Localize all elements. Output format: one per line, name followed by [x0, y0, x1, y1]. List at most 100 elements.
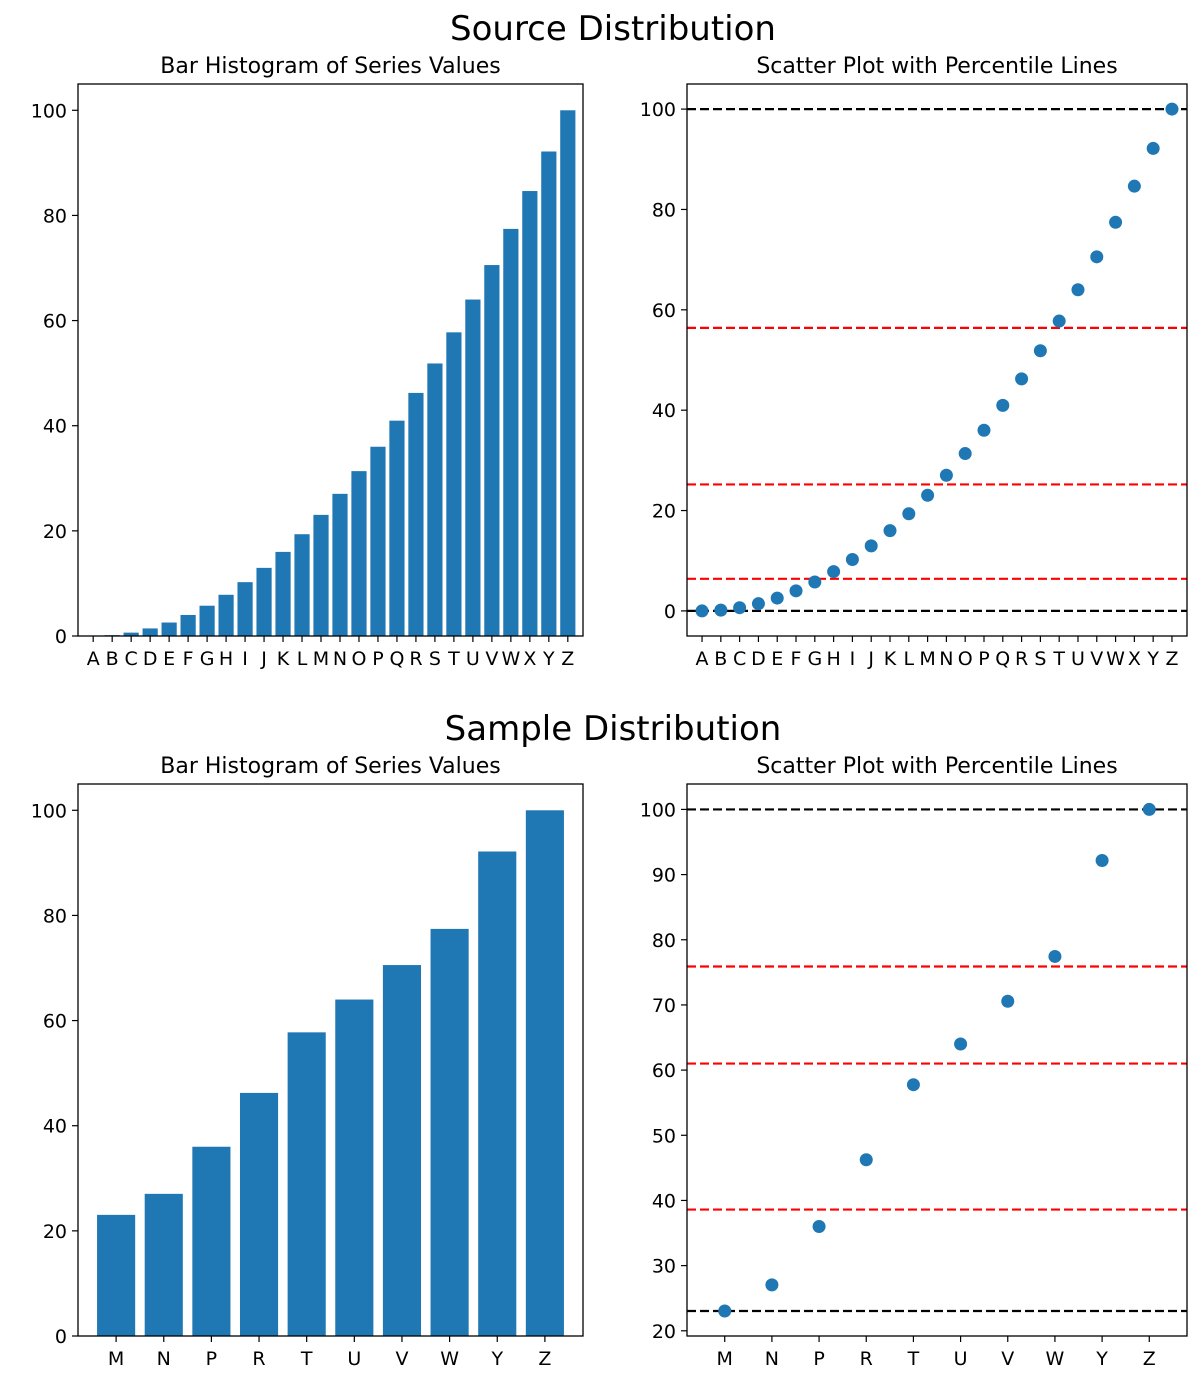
sample-bar-chart: Bar Histogram of Series Values 0 20 40 60 80 1…	[31, 754, 584, 1370]
bar-H	[218, 594, 234, 636]
bar-Y	[541, 151, 557, 636]
x-tick-label-R: R	[860, 1348, 873, 1370]
x-tick-label-Q: Q	[389, 648, 404, 670]
y-tick-label: 60	[43, 311, 67, 333]
bar-P	[192, 1146, 231, 1336]
x-tick-label-P: P	[978, 648, 989, 670]
bar-U	[465, 299, 481, 636]
y-tick-label: 0	[55, 1326, 67, 1348]
bar-C	[123, 632, 139, 636]
bar-R	[239, 1092, 279, 1336]
y-tick-label: 80	[43, 205, 67, 227]
point-U	[954, 1037, 968, 1051]
x-tick-label-G: G	[807, 648, 822, 670]
point-H	[827, 565, 841, 579]
y-tick-label: 60	[652, 300, 676, 322]
x-tick-label-N: N	[157, 1348, 171, 1370]
point-T	[1052, 314, 1066, 328]
x-tick-label-C: C	[125, 648, 138, 670]
bar-S	[427, 363, 443, 636]
x-tick-label-F: F	[791, 648, 802, 670]
bar-O	[351, 471, 367, 636]
bar-X	[522, 191, 538, 636]
row-title-source: Source Distribution	[450, 9, 776, 49]
x-tick-label-R: R	[252, 1348, 265, 1370]
source-bar-chart-frame	[77, 83, 584, 637]
point-M	[921, 488, 935, 502]
x-tick-label-M: M	[313, 648, 329, 670]
x-tick-label-B: B	[714, 648, 727, 670]
x-tick-label-P: P	[372, 648, 383, 670]
x-tick-label-L: L	[904, 648, 915, 670]
point-G	[808, 575, 822, 589]
x-tick-label-Y: Y	[1095, 1348, 1108, 1370]
point-D	[751, 597, 765, 611]
point-L	[902, 507, 916, 521]
x-tick-label-U: U	[1071, 648, 1085, 670]
point-W	[1048, 949, 1062, 963]
point-C	[733, 601, 747, 615]
bar-P	[370, 446, 386, 636]
point-M	[718, 1304, 732, 1318]
x-tick-label-K: K	[277, 648, 290, 670]
y-tick-label: 90	[652, 865, 676, 887]
x-tick-label-M: M	[108, 1348, 124, 1370]
x-tick-label-J: J	[260, 648, 267, 670]
bar-R	[408, 392, 424, 636]
source-bar-chart: Bar Histogram of Series Values 0 20 40 60 80 1…	[31, 54, 584, 670]
point-I	[845, 553, 859, 567]
x-tick-label-V: V	[1090, 648, 1103, 670]
x-tick-label-R: R	[409, 648, 422, 670]
x-tick-label-V: V	[395, 1348, 408, 1370]
x-tick-label-I: I	[850, 648, 856, 670]
point-S	[1033, 344, 1047, 358]
point-X	[1127, 179, 1141, 193]
x-tick-label-T: T	[447, 648, 460, 670]
bar-N	[332, 493, 348, 636]
y-tick-label: 50	[652, 1125, 676, 1147]
point-J	[864, 539, 878, 553]
point-K	[883, 524, 897, 538]
bar-J	[256, 567, 272, 636]
x-tick-label-C: C	[733, 648, 746, 670]
y-tick-label: 40	[652, 400, 676, 422]
x-tick-label-Y: Y	[542, 648, 555, 670]
bar-W	[430, 928, 469, 1336]
x-tick-label-X: X	[1128, 648, 1141, 670]
point-Z	[1142, 802, 1156, 816]
x-tick-label-D: D	[751, 648, 766, 670]
x-tick-label-M: M	[717, 1348, 733, 1370]
x-tick-label-B: B	[106, 648, 119, 670]
x-tick-label-A: A	[87, 648, 100, 670]
bar-G	[199, 605, 215, 636]
x-tick-label-Z: Z	[1143, 1348, 1156, 1370]
y-tick-label: 100	[31, 100, 67, 122]
x-tick-label-S: S	[429, 648, 441, 670]
x-tick-label-V: V	[1001, 1348, 1014, 1370]
bar-V	[484, 265, 500, 636]
x-tick-label-S: S	[1034, 648, 1046, 670]
source-bar-chart-title: Bar Histogram of Series Values	[160, 54, 500, 79]
x-tick-label-H: H	[826, 648, 840, 670]
y-tick-label: 70	[652, 995, 676, 1017]
y-tick-label: 20	[43, 1221, 67, 1243]
x-tick-label-U: U	[466, 648, 480, 670]
point-N	[939, 468, 953, 482]
point-R	[1015, 372, 1029, 386]
x-tick-label-T: T	[300, 1348, 313, 1370]
point-Z	[1165, 102, 1179, 116]
x-tick-label-E: E	[163, 648, 175, 670]
y-tick-label: 60	[652, 1060, 676, 1082]
point-V	[1001, 994, 1015, 1008]
x-tick-label-O: O	[351, 648, 366, 670]
x-tick-label-H: H	[219, 648, 233, 670]
y-tick-label: 40	[43, 416, 67, 438]
sample-scatter-chart-title: Scatter Plot with Percentile Lines	[756, 754, 1117, 779]
y-tick-label: 100	[640, 99, 676, 121]
x-tick-label-P: P	[813, 1348, 824, 1370]
x-tick-label-N: N	[765, 1348, 779, 1370]
point-Q	[996, 398, 1010, 412]
bar-Q	[389, 420, 405, 636]
point-U	[1071, 283, 1085, 297]
row-title-sample: Sample Distribution	[445, 709, 782, 749]
